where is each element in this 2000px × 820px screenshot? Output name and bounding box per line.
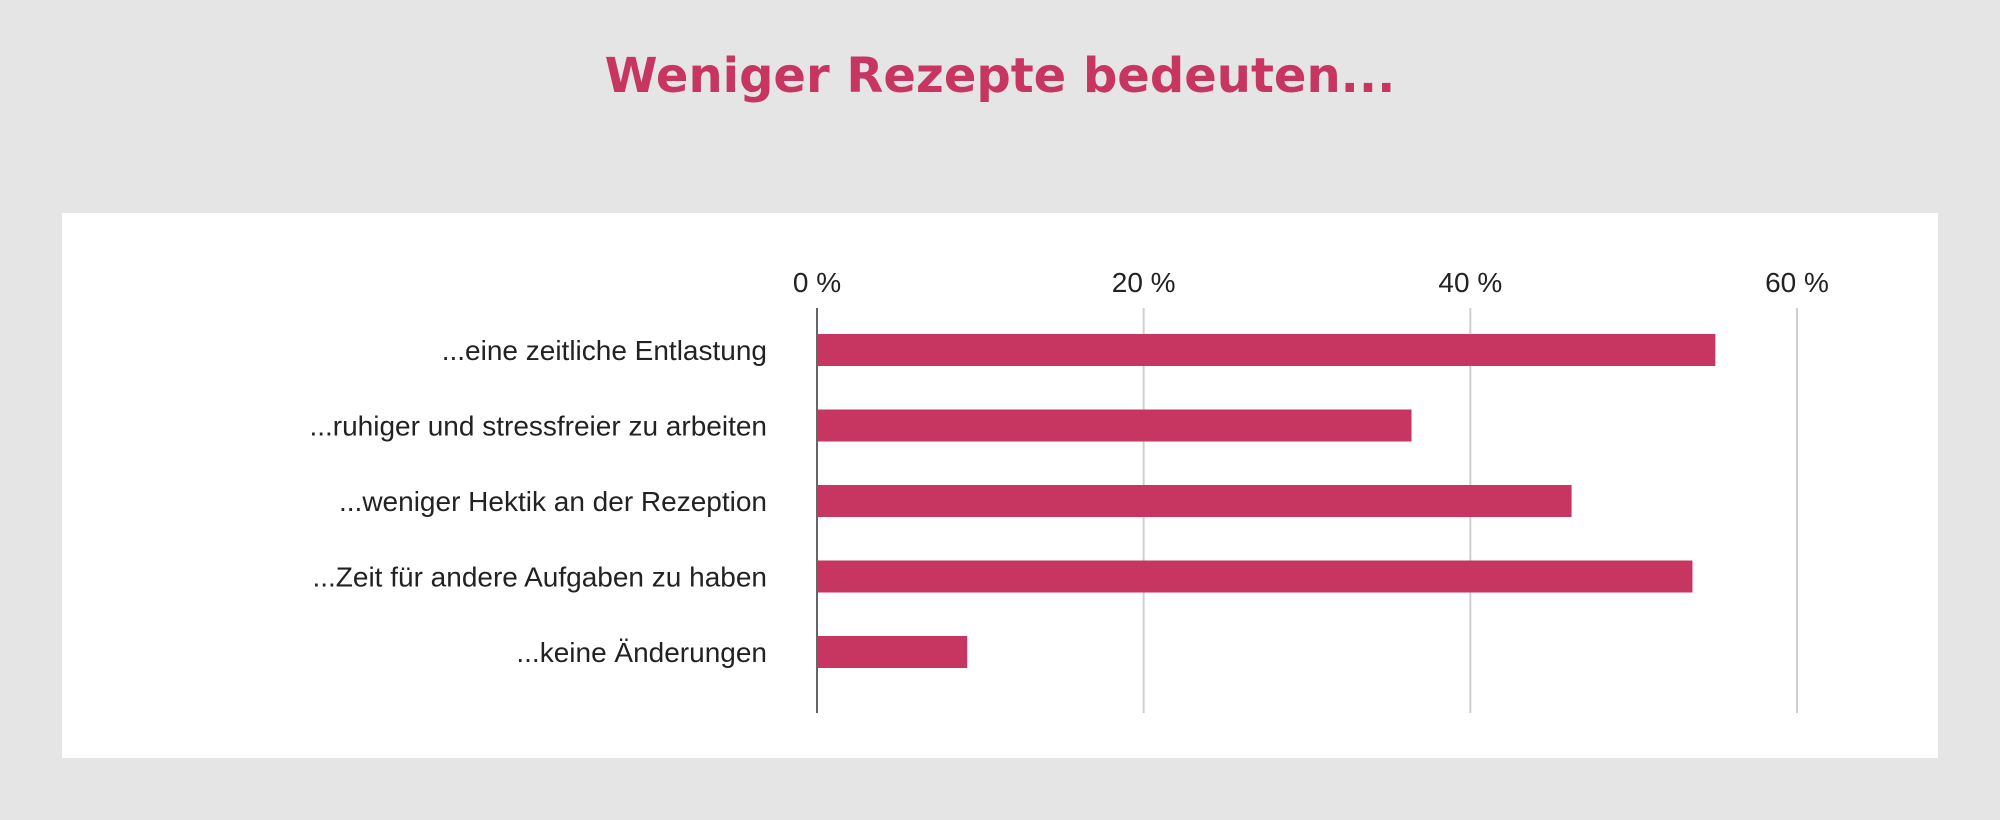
category-label: ...eine zeitliche Entlastung <box>442 335 767 366</box>
bar <box>817 560 1693 593</box>
chart-title: Weniger Rezepte bedeuten... <box>604 48 1396 104</box>
x-tick-label: 20 % <box>1112 267 1176 298</box>
x-tick-label: 40 % <box>1438 267 1502 298</box>
category-label: ...ruhiger und stressfreier zu arbeiten <box>309 411 767 442</box>
bar <box>817 485 1572 517</box>
category-label: ...weniger Hektik an der Rezeption <box>339 486 767 517</box>
category-label: ...keine Änderungen <box>516 637 767 668</box>
bar <box>817 636 968 668</box>
bar <box>817 409 1412 442</box>
bar <box>817 334 1716 366</box>
category-label: ...Zeit für andere Aufgaben zu haben <box>312 562 767 593</box>
x-tick-label: 0 % <box>793 267 841 298</box>
x-tick-label: 60 % <box>1765 267 1829 298</box>
